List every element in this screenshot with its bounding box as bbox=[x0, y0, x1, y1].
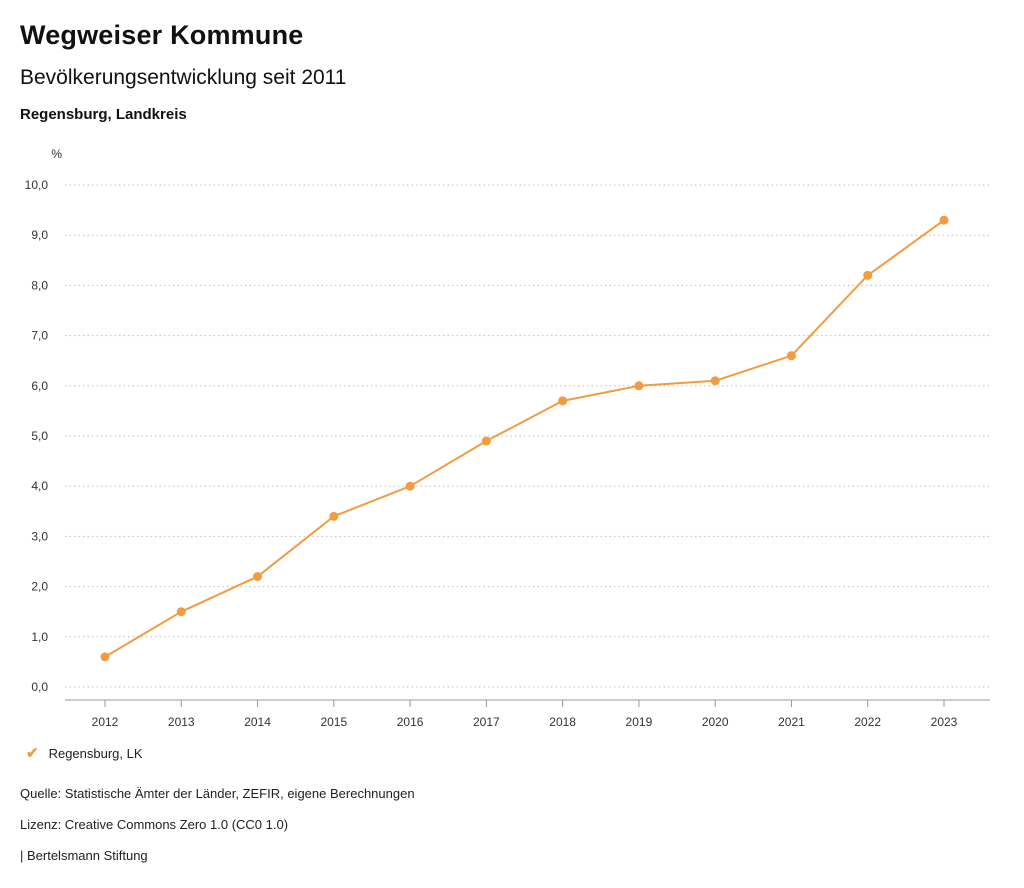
data-point[interactable] bbox=[253, 572, 263, 582]
y-tick-label: 8,0 bbox=[31, 278, 48, 292]
y-tick-label: 7,0 bbox=[31, 329, 48, 343]
data-point[interactable] bbox=[481, 436, 491, 446]
data-point[interactable] bbox=[176, 607, 186, 617]
legend: ✔ Regensburg, LK bbox=[26, 746, 143, 761]
x-tick-label: 2015 bbox=[320, 715, 347, 729]
x-tick-label: 2014 bbox=[244, 715, 271, 729]
y-tick-label: 4,0 bbox=[31, 479, 48, 493]
data-point[interactable] bbox=[786, 351, 796, 361]
data-point[interactable] bbox=[939, 215, 949, 225]
y-tick-label: 0,0 bbox=[31, 680, 48, 694]
x-tick-label: 2021 bbox=[778, 715, 805, 729]
region-label: Regensburg, Landkreis bbox=[20, 106, 187, 123]
series-line bbox=[104, 219, 945, 658]
data-point[interactable] bbox=[710, 376, 720, 386]
app-title: Wegweiser Kommune bbox=[20, 20, 304, 50]
population-line-chart: % 0,0 1,0 2,0 3,0 4,0 5,0 6,0 7,0 8,0 9,0 10,0 2012 2… bbox=[25, 147, 990, 729]
data-point[interactable] bbox=[634, 381, 644, 391]
legend-check-icon: ✔ bbox=[26, 745, 39, 762]
x-tick-label: 2012 bbox=[92, 715, 119, 729]
y-tick-label: 9,0 bbox=[31, 228, 48, 242]
x-tick-label: 2018 bbox=[549, 715, 576, 729]
data-point[interactable] bbox=[100, 652, 110, 662]
y-tick-label: 5,0 bbox=[31, 429, 48, 443]
x-tick-label: 2013 bbox=[168, 715, 195, 729]
x-tick-label: 2022 bbox=[854, 715, 881, 729]
y-tick-label: 3,0 bbox=[31, 529, 48, 543]
license-text: Lizenz: Creative Commons Zero 1.0 (CC0 1… bbox=[20, 817, 289, 832]
y-tick-label: 2,0 bbox=[31, 580, 48, 594]
x-tick-label: 2016 bbox=[397, 715, 424, 729]
y-tick-label: 6,0 bbox=[31, 379, 48, 393]
source-text: Quelle: Statistische Ämter der Länder, Z… bbox=[20, 786, 415, 801]
y-tick-label: 1,0 bbox=[31, 630, 48, 644]
x-tick-label: 2019 bbox=[626, 715, 653, 729]
data-point[interactable] bbox=[558, 396, 568, 406]
legend-item-regensburg-lk[interactable]: Regensburg, LK bbox=[48, 746, 143, 761]
data-point[interactable] bbox=[329, 511, 339, 521]
data-point[interactable] bbox=[405, 481, 415, 491]
x-tick-label: 2020 bbox=[702, 715, 729, 729]
x-tick-label: 2023 bbox=[931, 715, 958, 729]
y-axis-unit-label: % bbox=[51, 147, 62, 161]
chart-title: Bevölkerungsentwicklung seit 2011 bbox=[20, 66, 347, 89]
x-tick-label: 2017 bbox=[473, 715, 500, 729]
y-tick-label: 10,0 bbox=[25, 178, 49, 192]
attribution-text: | Bertelsmann Stiftung bbox=[20, 848, 148, 863]
data-point[interactable] bbox=[863, 270, 873, 280]
